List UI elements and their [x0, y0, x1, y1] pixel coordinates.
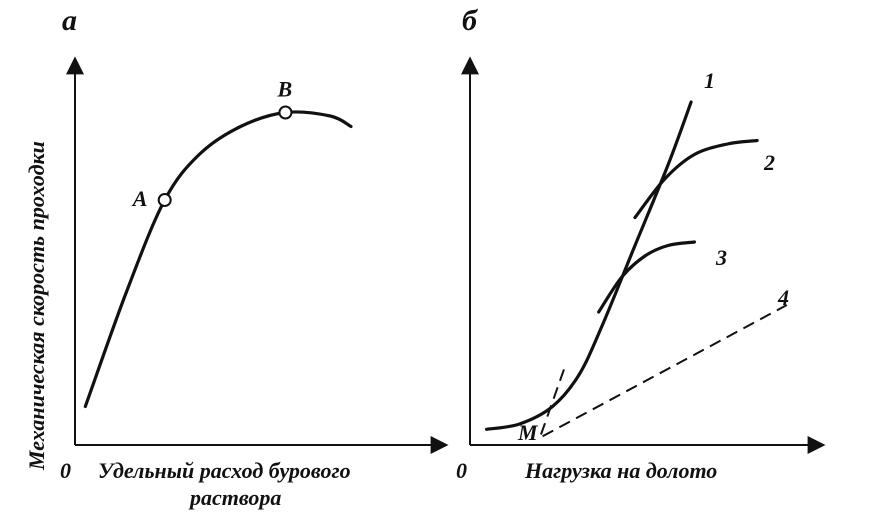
panel-a-letter: а	[62, 4, 77, 37]
panel-a: а Механическая скорость проходки 0 Удель…	[24, 4, 449, 510]
curve-2	[633, 138, 759, 220]
curve-3	[597, 240, 696, 314]
panel-a-x-label-line2: раствора	[188, 485, 281, 510]
point-a-marker	[157, 193, 172, 207]
curve-4-label: 4	[777, 285, 789, 310]
panel-b-origin-label: 0	[456, 458, 467, 483]
panel-a-x-label-line1: Удельный расход бурового	[98, 458, 351, 483]
panel-a-curve	[83, 110, 353, 409]
tangent-dashed	[540, 364, 567, 435]
curve-3-label: 3	[715, 245, 727, 270]
curve-2-label: 2	[763, 150, 775, 175]
point-b-label: B	[276, 77, 292, 102]
curve-4-dashed	[542, 304, 788, 438]
panel-a-origin-label: 0	[60, 458, 71, 483]
point-a-label: A	[131, 186, 148, 211]
panel-b-x-label: Нагрузка на долото	[524, 458, 717, 483]
point-b-marker	[278, 105, 293, 120]
panel-b: б 0 Нагрузка на долото 1 2 3 4 M	[456, 4, 826, 483]
panel-a-y-label: Механическая скорость проходки	[24, 141, 49, 471]
curve-1-label: 1	[704, 68, 715, 93]
curve-1	[484, 100, 693, 431]
point-m-label: M	[517, 420, 539, 445]
panel-b-letter: б	[462, 4, 478, 37]
